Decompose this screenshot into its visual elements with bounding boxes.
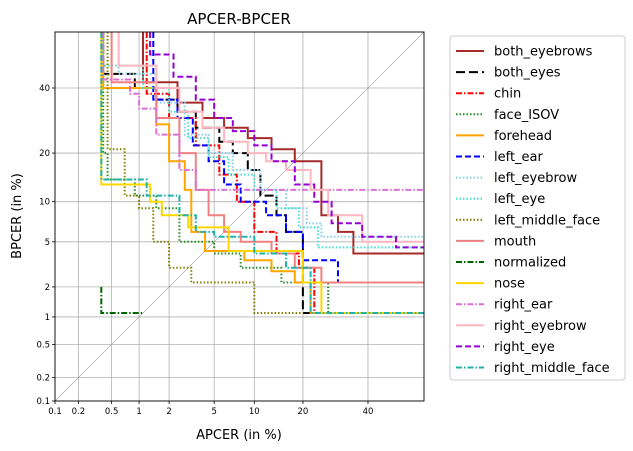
legend-box [449,35,626,381]
y-tick-label: 0.1 [36,397,50,407]
legend-label: forehead [494,129,552,144]
tick-labels: 0.1 0.2 0.5 1 2 5 10 20 40 0.1 0.2 0.5 1 2 5 10 20 40 [36,84,373,417]
y-tick-label: 0.5 [36,340,50,350]
y-tick-label: 2 [45,283,50,293]
legend-label: left_ear [494,150,544,165]
legend-label: mouth [494,234,536,249]
series-line-left-eyebrow [117,32,424,238]
y-tick-label: 40 [39,84,50,94]
legend-label: right_eye [494,340,555,355]
legend-label: face_ISOV [494,108,559,123]
series-group [100,32,424,314]
plot-frame [54,31,425,402]
y-tick-label: 1 [45,313,50,323]
series-line-right-eyebrow [117,32,424,243]
x-axis-label: APCER (in %) [196,428,282,443]
series-line-left-middle-face [106,32,303,314]
y-tick-label: 10 [39,198,50,208]
y-tick-label: 5 [45,238,50,248]
series-line-right-eye [149,32,424,249]
x-tick-label: 20 [298,407,309,417]
legend-label: both_eyebrows [494,45,593,60]
legend-label: right_middle_face [494,361,610,376]
legend-label: right_eyebrow [494,319,587,334]
x-tick-label: 40 [363,407,374,417]
series-line-normalized [100,286,143,314]
chart-title: APCER-BPCER [187,10,291,28]
y-tick-label: 20 [39,149,50,159]
x-tick-label: 1 [136,407,141,417]
series-line-left-ear [152,32,424,284]
series-line-nose [100,32,424,314]
series-line-mouth [110,32,424,284]
legend-label: nose [494,277,525,292]
legend-label: both_eyes [494,66,561,81]
diagonal-reference-line [54,31,425,402]
series-line-both-eyebrows [142,32,424,255]
x-tick-label: 5 [211,407,216,417]
legend-label: left_eye [494,192,545,207]
x-tick-label: 0.5 [105,407,119,417]
x-tick-label: 2 [166,407,171,417]
legend-label: chin [494,87,521,102]
series-line-right-middle-face [100,32,424,314]
legend-label: right_ear [494,298,553,313]
x-tick-label: 0.2 [72,407,86,417]
y-tick-label: 0.2 [36,374,50,384]
x-tick-label: 10 [249,407,260,417]
legend-label: normalized [494,256,566,271]
legend-label: left_eyebrow [494,171,578,186]
y-axis-label: BPCER (in %) [10,173,25,259]
legend-label: left_middle_face [494,213,600,228]
x-tick-label: 0.1 [48,407,62,417]
series-line-right-ear [102,32,424,191]
